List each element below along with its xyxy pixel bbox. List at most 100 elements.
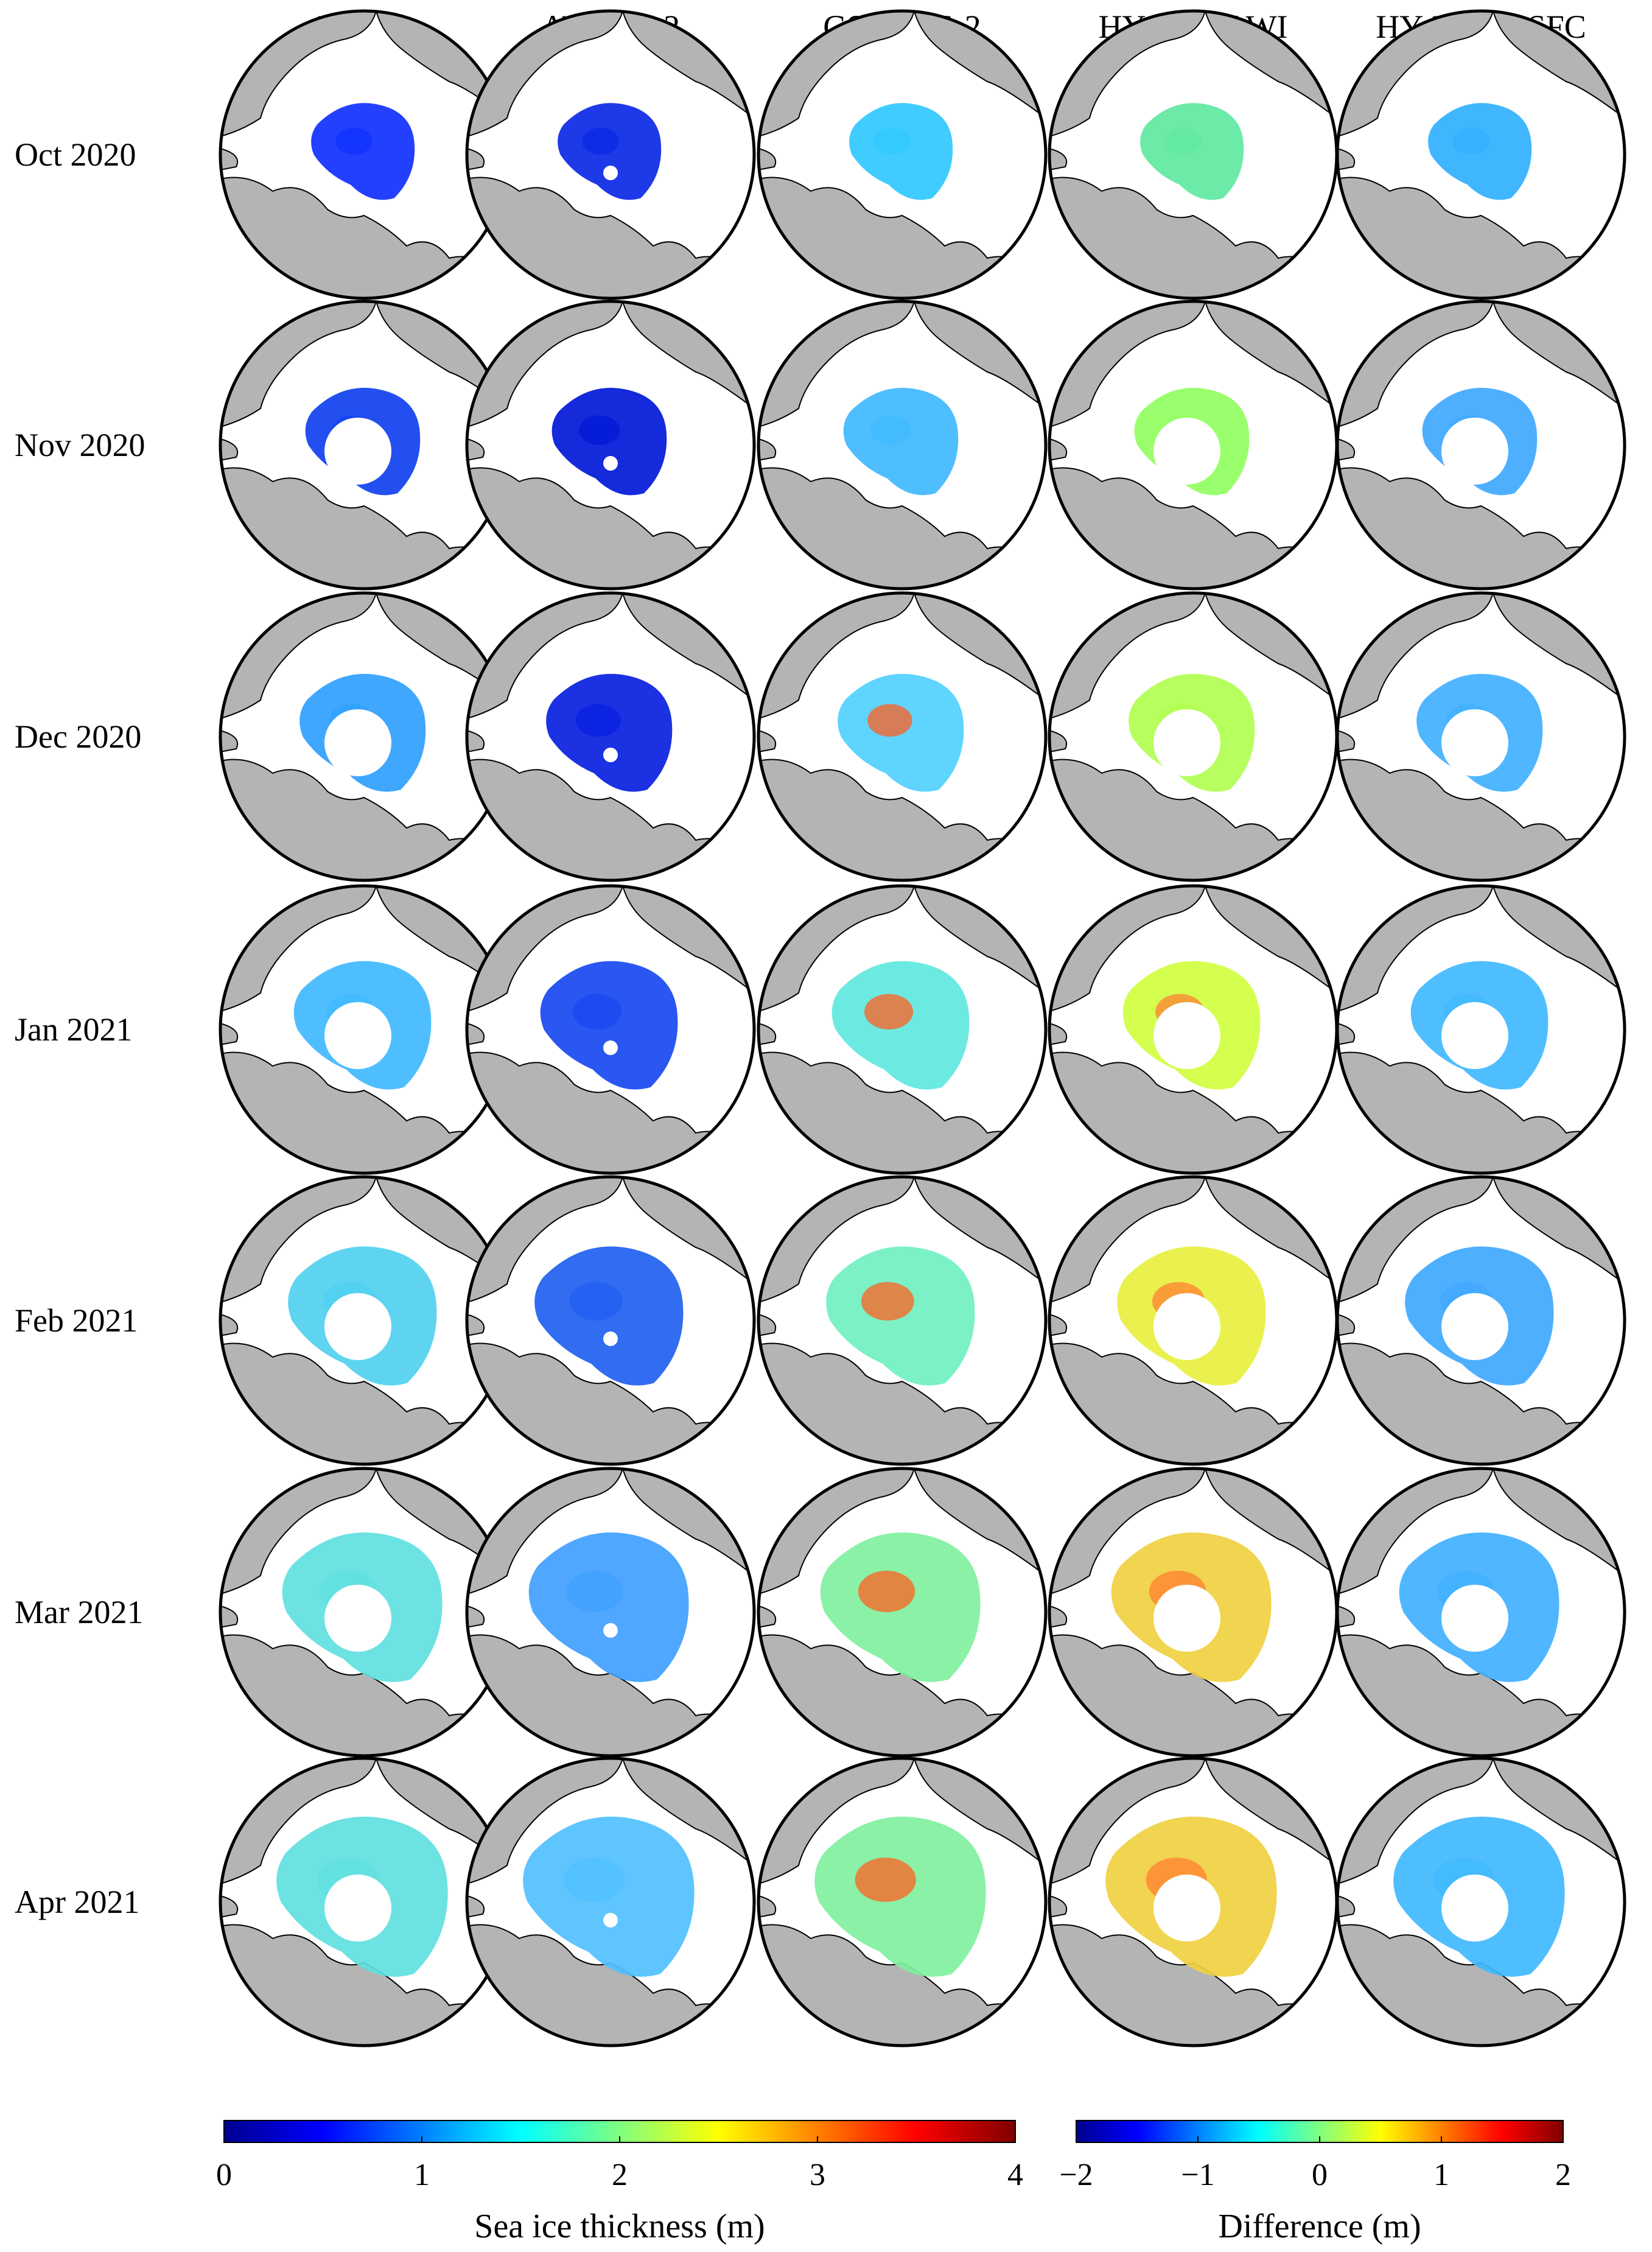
thick-ice-region (563, 1857, 625, 1903)
map-panel (1048, 1756, 1339, 2047)
polar-data-gap (603, 1913, 618, 1928)
alaska-land (758, 438, 777, 461)
map-frame (465, 1756, 756, 2047)
map-panel (465, 1756, 756, 2047)
alaska-land (467, 147, 485, 171)
polar-data-gap (324, 418, 391, 485)
eurasia-land (758, 177, 1046, 298)
colorbar-tick-label: 2 (1555, 2158, 1571, 2192)
map-frame (1335, 1175, 1626, 1466)
polar-data-gap (603, 456, 618, 471)
thick-ice-region (858, 1571, 915, 1612)
map-panel (1048, 591, 1339, 882)
alaska-land (758, 1605, 777, 1629)
map-frame (465, 884, 756, 1175)
colorbar-tick-label: 3 (810, 2158, 825, 2192)
colorbar-tick-label: 0 (1312, 2158, 1328, 2192)
thick-ice-region (870, 415, 912, 445)
eurasia-land (1337, 759, 1625, 880)
eurasia-land (1049, 467, 1337, 589)
colorbar-tick-label: 1 (414, 2158, 430, 2192)
colorbar-tick-label: 4 (1007, 2158, 1023, 2192)
polar-data-gap (1153, 1293, 1220, 1360)
polar-data-gap (1441, 1585, 1508, 1652)
polar-data-gap (324, 1585, 391, 1652)
eurasia-land (220, 759, 508, 880)
map-frame (757, 591, 1048, 882)
alaska-land (1337, 438, 1356, 461)
row-header: Dec 2020 (15, 718, 141, 755)
polar-data-gap (603, 166, 618, 180)
alaska-land (1337, 1605, 1356, 1629)
map-frame (1335, 9, 1626, 300)
eurasia-land (758, 1051, 1046, 1173)
eurasia-land (758, 1342, 1046, 1464)
thick-ice-region (873, 128, 911, 155)
map-panel (757, 1467, 1048, 1758)
thick-ice-region (582, 128, 619, 155)
alaska-land (1337, 147, 1356, 171)
map-panel (1048, 884, 1339, 1175)
map-panel (1048, 1467, 1339, 1758)
eurasia-land (1337, 467, 1625, 589)
thick-ice-region (572, 994, 622, 1030)
eurasia-land (220, 467, 508, 589)
map-panel (465, 591, 756, 882)
map-panel (1335, 9, 1626, 300)
map-panel (465, 300, 756, 591)
eurasia-land (467, 759, 754, 880)
polar-data-gap (1153, 1002, 1220, 1069)
thick-ice-region (335, 128, 373, 155)
alaska-land (220, 1022, 239, 1046)
polar-data-gap (603, 1331, 618, 1346)
alaska-land (1049, 729, 1068, 753)
map-panel (219, 300, 509, 591)
colorbar-tick-label: 2 (612, 2158, 628, 2192)
map-panel (757, 884, 1048, 1175)
row-header: Feb 2021 (15, 1302, 138, 1339)
polar-data-gap (1153, 418, 1220, 485)
polar-data-gap (324, 709, 391, 776)
polar-data-gap (1441, 1875, 1508, 1942)
alaska-land (220, 729, 239, 753)
map-panel (1048, 300, 1339, 591)
colorbar-tick-label: −1 (1181, 2158, 1214, 2192)
map-panel (1335, 1175, 1626, 1466)
map-frame (465, 9, 756, 300)
polar-data-gap (1153, 1585, 1220, 1652)
row-header: Nov 2020 (15, 427, 145, 463)
polar-data-gap (324, 1002, 391, 1069)
polar-data-gap (324, 1875, 391, 1942)
alaska-land (467, 1313, 485, 1337)
thick-ice-region (566, 1571, 624, 1612)
alaska-land (467, 438, 485, 461)
row-header: Oct 2020 (15, 136, 136, 173)
map-panel (1335, 300, 1626, 591)
map-panel (757, 1175, 1048, 1466)
map-panel (1048, 9, 1339, 300)
polar-data-gap (603, 1623, 618, 1638)
row-header: Apr 2021 (15, 1884, 139, 1920)
map-frame (757, 1756, 1048, 2047)
map-panel (1335, 591, 1626, 882)
thick-ice-region (576, 704, 621, 737)
map-panel (1335, 884, 1626, 1175)
alaska-land (467, 1895, 485, 1918)
thick-ice-region (867, 704, 912, 737)
polar-data-gap (1441, 709, 1508, 776)
alaska-land (1337, 1022, 1356, 1046)
map-panel (465, 1467, 756, 1758)
polar-data-gap (324, 1293, 391, 1360)
alaska-land (220, 1895, 239, 1918)
map-frame (757, 1175, 1048, 1466)
alaska-land (467, 1022, 485, 1046)
map-panel (757, 300, 1048, 591)
colorbar-tick-label: 1 (1433, 2158, 1449, 2192)
row-header: Mar 2021 (15, 1594, 143, 1630)
map-panel (1335, 1467, 1626, 1758)
alaska-land (1049, 147, 1068, 171)
polar-data-gap (603, 1040, 618, 1055)
colorbar-tick-label: 0 (216, 2158, 232, 2192)
map-frame (465, 300, 756, 591)
thick-ice-region (1452, 128, 1489, 155)
